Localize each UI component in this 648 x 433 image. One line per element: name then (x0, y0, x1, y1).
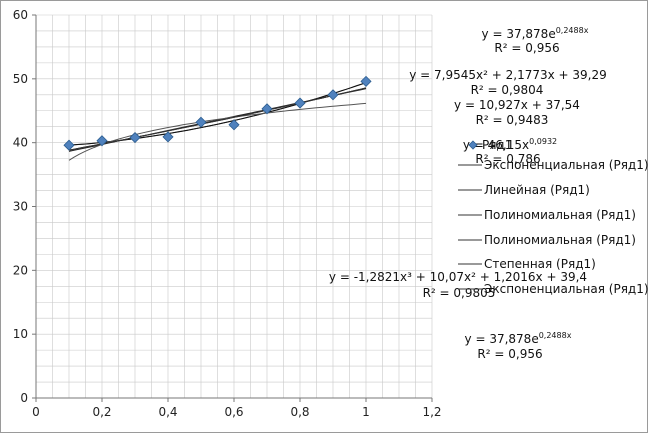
x-tick-label: 1,2 (422, 405, 441, 419)
y-tick-label: 20 (13, 263, 28, 277)
data-point (360, 75, 372, 87)
data-point (294, 97, 306, 109)
r-squared-label: R² = 0,9483 (476, 113, 549, 127)
y-tick-label: 60 (13, 8, 28, 22)
x-tick-label: 0,6 (224, 405, 243, 419)
legend-entry: Полиномиальная (Ряд1) (484, 233, 636, 247)
legend-series-label: Ряд1 (482, 138, 512, 152)
legend-entry: Полиномиальная (Ряд1) (484, 208, 636, 222)
y-tick-label: 40 (13, 136, 28, 150)
trendline-equation: y = -1,2821x³ + 10,07x² + 1,2016x + 39,4 (329, 270, 587, 284)
data-point (195, 116, 207, 128)
data-point (261, 103, 273, 115)
trendline-equation: y = 37,878e0,2488x (465, 331, 572, 346)
r-squared-label: R² = 0,9804 (471, 83, 544, 97)
legend-entry: Экспоненциальная (Ряд1) (484, 158, 648, 172)
data-point (96, 135, 108, 147)
trendline-power (68, 102, 367, 161)
legend-series-marker (468, 140, 478, 150)
x-tick-label: 0,2 (92, 405, 111, 419)
data-point (129, 131, 141, 144)
y-tick-label: 10 (13, 327, 28, 341)
trendline-equation: y = 10,927x + 37,54 (454, 98, 580, 112)
legend-entry: Степенная (Ряд1) (484, 257, 596, 271)
x-tick-label: 0 (32, 405, 40, 419)
x-tick-label: 0,4 (158, 405, 177, 419)
trendline-equation: y = 46,15x0,0932 (463, 137, 557, 152)
grid-lines (35, 14, 433, 399)
r-squared-label: R² = 0,786 (475, 152, 540, 166)
data-point (228, 119, 240, 131)
data-point (327, 89, 339, 101)
y-tick-label: 50 (13, 72, 28, 86)
r-squared-label: R² = 0,956 (477, 347, 542, 361)
legend-entry: Линейная (Ряд1) (484, 183, 590, 197)
r-squared-label: R² = 0,956 (494, 41, 559, 55)
trendline-equation: y = 7,9545x² + 2,1773x + 39,29 (409, 68, 607, 82)
trendline-exponential (68, 87, 367, 151)
legend-entry: Экспоненциальная (Ряд1) (484, 282, 648, 296)
trendline-equation: y = 37,878e0,2488x (482, 26, 589, 41)
data-point (162, 131, 174, 143)
y-tick-label: 30 (13, 200, 28, 214)
x-tick-label: 0,8 (290, 405, 309, 419)
data-point (63, 139, 75, 151)
legend: Ряд1 Экспоненциальная (Ряд1) Линейная (Ряд… (458, 138, 648, 296)
y-tick-label: 0 (20, 391, 28, 405)
x-tick-label: 1 (362, 405, 370, 419)
